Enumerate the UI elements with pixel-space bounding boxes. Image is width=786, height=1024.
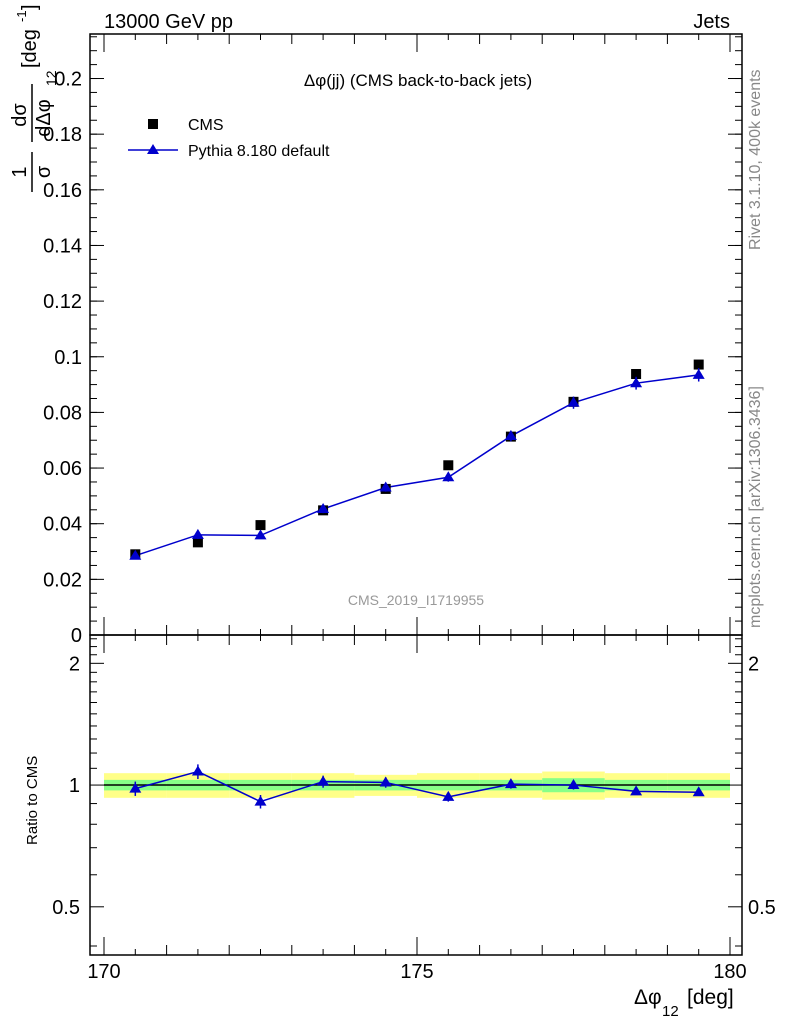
header-right-title: Jets bbox=[693, 11, 730, 33]
svg-text:12: 12 bbox=[662, 1003, 679, 1020]
svg-text:1: 1 bbox=[9, 166, 31, 177]
svg-text:Δφ: Δφ bbox=[634, 986, 662, 1009]
ratio-point bbox=[630, 785, 643, 796]
y-tick-label: 0.2 bbox=[54, 69, 82, 91]
ratio-point bbox=[567, 779, 580, 790]
svg-text:]: ] bbox=[19, 4, 41, 10]
x-tick-label: 175 bbox=[400, 961, 433, 983]
ratio-panel-frame bbox=[89, 634, 743, 956]
ratio-point bbox=[317, 775, 330, 786]
rivet-label: Rivet 3.1.10, 400k events bbox=[747, 69, 764, 250]
pythia-point bbox=[191, 528, 204, 539]
x-axis-title: Δφ 12 [deg] bbox=[634, 986, 734, 1020]
svg-text:12: 12 bbox=[43, 70, 59, 86]
pythia-line bbox=[135, 374, 699, 557]
pythia-point bbox=[379, 481, 392, 492]
mcplots-label: mcplots.cern.ch [arXiv:1306.3436] bbox=[747, 386, 764, 628]
ratio-y-tick-label: 1 bbox=[69, 775, 80, 797]
pythia-point bbox=[630, 377, 643, 388]
ratio-point bbox=[191, 765, 204, 776]
svg-text:[deg: [deg bbox=[19, 29, 41, 68]
y-tick-label: 0.12 bbox=[43, 291, 82, 313]
pythia-point bbox=[442, 471, 455, 482]
y-tick-label: 0 bbox=[71, 625, 82, 647]
analysis-watermark: CMS_2019_I1719955 bbox=[348, 592, 484, 608]
ratio-y-tick-label-right: 2 bbox=[748, 653, 759, 675]
cms-data-point bbox=[693, 359, 704, 370]
x-tick-label: 180 bbox=[713, 961, 746, 983]
cms-data-point bbox=[255, 520, 266, 531]
ratio-plot-area: 170 175 180 0.5 0.5 1 2 2 bbox=[52, 635, 776, 983]
svg-text:[deg]: [deg] bbox=[687, 986, 734, 1009]
y-tick-label: 0.04 bbox=[43, 514, 82, 536]
y-tick-label: 0.02 bbox=[43, 569, 82, 591]
ratio-point bbox=[379, 776, 392, 787]
y-tick-label: 0.1 bbox=[54, 347, 82, 369]
ratio-point bbox=[442, 790, 455, 801]
y-tick-label: 0.08 bbox=[43, 402, 82, 424]
main-y-axis-title: 1 σ dσ dΔφ 12 [deg -1 ] bbox=[9, 4, 59, 192]
ratio-y-tick-label-right: 0.5 bbox=[748, 897, 776, 919]
y-tick-label: 0.14 bbox=[43, 235, 82, 257]
cms-data-point bbox=[192, 537, 203, 548]
y-tick-label: 0.18 bbox=[43, 124, 82, 146]
legend: CMS Pythia 8.180 default bbox=[128, 117, 330, 160]
pythia-point bbox=[254, 529, 267, 540]
cms-data-point bbox=[443, 460, 454, 471]
legend-pythia-marker bbox=[147, 144, 159, 154]
main-plot-area: 0 0.02 0.04 0.06 0.08 0.1 0.12 0.14 0.16 0.18 0.2 bbox=[43, 34, 742, 647]
ratio-y-tick-label: 0.5 bbox=[52, 897, 80, 919]
y-tick-label: 0.06 bbox=[43, 458, 82, 480]
header-left-title: 13000 GeV pp bbox=[104, 11, 233, 33]
legend-cms-label: CMS bbox=[188, 117, 224, 134]
pythia-point bbox=[317, 502, 330, 513]
plot-title: Δφ(jj) (CMS back-to-back jets) bbox=[304, 71, 532, 90]
ratio-point bbox=[504, 778, 517, 789]
x-tick-label: 170 bbox=[87, 961, 120, 983]
pythia-point bbox=[692, 368, 705, 379]
ratio-point bbox=[129, 782, 142, 793]
svg-text:dΔφ: dΔφ bbox=[33, 99, 55, 136]
ratio-point bbox=[692, 786, 705, 797]
ratio-line bbox=[135, 770, 699, 803]
svg-text:dσ: dσ bbox=[9, 103, 31, 127]
ratio-y-tick-label: 2 bbox=[69, 653, 80, 675]
pythia-point bbox=[129, 549, 142, 560]
pythia-point bbox=[504, 430, 517, 441]
cms-data-point bbox=[631, 369, 642, 380]
svg-text:-1: -1 bbox=[14, 10, 29, 22]
pythia-point bbox=[567, 396, 580, 407]
y-tick-label: 0.16 bbox=[43, 180, 82, 202]
svg-text:σ: σ bbox=[33, 165, 55, 178]
legend-pythia-label: Pythia 8.180 default bbox=[188, 143, 330, 160]
ratio-point bbox=[254, 795, 267, 806]
legend-cms-marker bbox=[148, 119, 158, 129]
ratio-y-axis-title: Ratio to CMS bbox=[24, 756, 41, 845]
